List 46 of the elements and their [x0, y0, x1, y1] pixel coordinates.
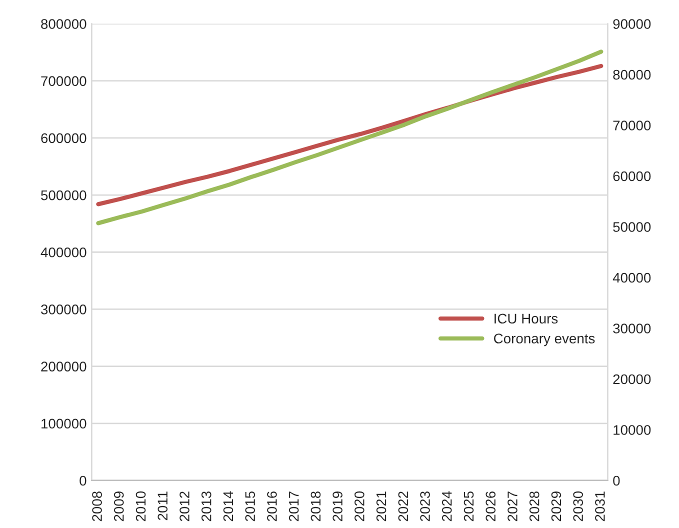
y-tick-label: 0 — [80, 476, 86, 486]
y-tick-label: 300000 — [40, 304, 86, 314]
x-tick-label: 2017 — [288, 492, 299, 522]
x-tick-label: 2016 — [267, 492, 277, 522]
x-tick-label: 2030 — [573, 491, 584, 522]
x-tick-label: 2031 — [595, 492, 605, 522]
legend-label: ICU Hours — [494, 314, 558, 324]
y-tick-label: 100000 — [42, 418, 86, 429]
x-tick-label: 2020 — [354, 491, 364, 522]
x-tick-label: 2026 — [486, 492, 496, 522]
y-tick-label: 500000 — [41, 190, 86, 200]
y-tick-label: 400000 — [40, 247, 86, 258]
x-tick-label: 2022 — [398, 492, 408, 522]
y2-tick-label: 30000 — [613, 324, 651, 334]
y2-tick-label: 20000 — [613, 374, 651, 384]
y2-tick-label: 0 — [613, 476, 620, 486]
x-tick-label: 2023 — [420, 492, 430, 522]
line-series — [96, 50, 604, 226]
y-tick-label: 700000 — [41, 76, 86, 86]
legend-label: Coronary events — [494, 334, 595, 346]
y2-tick-label: 50000 — [613, 222, 651, 232]
x-tick-label: 2024 — [442, 491, 452, 522]
x-tick-label: 2021 — [376, 492, 386, 522]
y-tick-label: 200000 — [41, 362, 86, 372]
x-tick-label: 2012 — [180, 492, 190, 522]
x-tick-label: 2025 — [464, 491, 474, 522]
x-tick-label: 2027 — [508, 492, 518, 522]
x-tick-label: 2029 — [551, 492, 562, 522]
y2-tick-label: 90000 — [613, 19, 651, 29]
x-tick-label: 2010 — [136, 491, 146, 522]
y2-tick-label: 10000 — [614, 425, 651, 435]
y2-tick-label: 40000 — [612, 272, 651, 283]
x-tick-label: 2008 — [92, 492, 102, 522]
x-tick-label: 2011 — [158, 492, 168, 520]
y-tick-label: 600000 — [41, 133, 86, 144]
y2-tick-label: 60000 — [613, 171, 651, 182]
x-tick-label: 2009 — [114, 492, 124, 522]
x-tick-label: 2015 — [245, 491, 256, 522]
y2-tick-label: 80000 — [613, 70, 651, 80]
x-tick-label: 2014 — [223, 491, 234, 522]
x-tick-label: 2013 — [201, 492, 212, 522]
y-tick-label: 800000 — [41, 19, 86, 29]
x-tick-label: 2028 — [529, 492, 540, 522]
y2-tick-label: 70000 — [613, 120, 651, 130]
x-tick-label: 2019 — [332, 492, 342, 522]
x-tick-label: 2018 — [310, 492, 321, 522]
